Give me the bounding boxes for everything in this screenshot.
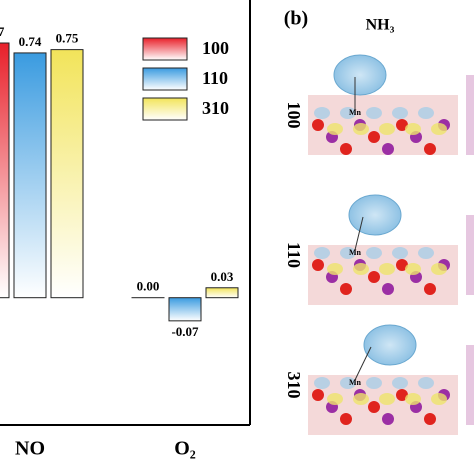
density [379,263,395,275]
density [327,393,343,405]
bar [168,297,202,322]
nh3-cloud [363,324,417,366]
atom [382,143,394,155]
density [418,377,434,389]
bond [354,216,364,251]
density [431,393,447,405]
legend-label: 310 [202,98,229,118]
legend-swatch [142,67,188,91]
density [418,247,434,259]
density [314,107,330,119]
density [366,247,382,259]
atom [312,259,324,271]
density [418,107,434,119]
legend-label: 110 [202,68,228,88]
atom [424,413,436,425]
density [392,377,408,389]
panel-label: (b) [284,8,308,30]
density [405,263,421,275]
row-label: 310 [284,372,304,399]
bar [0,42,10,299]
atom [340,413,352,425]
neighbor-image [466,75,474,155]
legend-swatch [142,37,188,61]
value-label: 0.75 [56,31,79,46]
atom [340,283,352,295]
atom [312,119,324,131]
density [327,123,343,135]
atom [396,119,408,131]
panel-title: NH₃ [366,17,395,34]
atom [396,259,408,271]
density [431,123,447,135]
nh3-cloud [333,54,387,96]
atom [368,131,380,143]
density [366,107,382,119]
row-label: 100 [284,102,304,129]
density [340,377,356,389]
atom [368,401,380,413]
density [327,263,343,275]
density [379,123,395,135]
density [353,123,369,135]
atom [312,389,324,401]
x-tick-label: O₂ [174,438,196,460]
legend-label: 100 [202,38,229,58]
atom-label: Mn [349,378,362,387]
x-tick-label: NO [15,438,45,460]
atom [396,389,408,401]
atom [424,143,436,155]
atom [382,283,394,295]
density [392,247,408,259]
density [379,393,395,405]
atom [424,283,436,295]
density [431,263,447,275]
density [392,107,408,119]
neighbor-image [466,215,474,295]
density [340,107,356,119]
density [340,247,356,259]
legend-swatch [142,97,188,121]
atom-label: Mn [349,248,362,257]
bar [205,287,239,299]
nh3-cloud [348,194,402,236]
density [353,263,369,275]
atom [368,271,380,283]
density [405,393,421,405]
density [314,247,330,259]
value-label: 0.74 [19,34,42,49]
neighbor-image [466,345,474,425]
value-label: 0.00 [137,279,160,294]
value-label: 0.03 [211,269,234,284]
atom [340,143,352,155]
value-label: 0.77 [0,24,5,39]
bar [13,52,47,299]
bar [50,49,84,299]
atom-label: Mn [349,108,362,117]
density [366,377,382,389]
density [314,377,330,389]
row-label: 110 [284,242,304,268]
value-label: -0.07 [171,324,199,339]
atom [382,413,394,425]
density [405,123,421,135]
density [353,393,369,405]
panel-b: (b) NH₃ 100 Mn 110 Mn 310 Mn [284,8,474,435]
bond [354,346,372,381]
